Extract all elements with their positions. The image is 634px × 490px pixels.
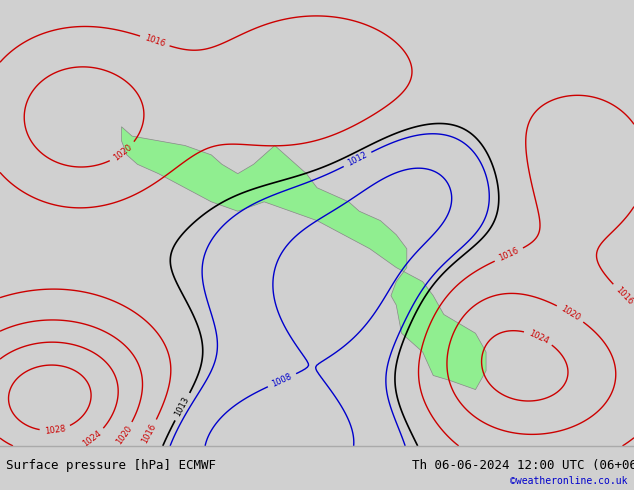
Polygon shape [122, 127, 486, 390]
Text: 1016: 1016 [498, 246, 521, 263]
Text: 1020: 1020 [112, 143, 134, 163]
Text: Surface pressure [hPa] ECMWF: Surface pressure [hPa] ECMWF [6, 459, 216, 472]
Text: 1013: 1013 [174, 395, 191, 418]
Text: 1024: 1024 [527, 328, 550, 345]
Text: 1008: 1008 [271, 372, 294, 389]
Text: 1016: 1016 [140, 422, 158, 445]
Text: 1020: 1020 [559, 304, 581, 323]
Text: 1016: 1016 [143, 33, 166, 49]
Text: 1024: 1024 [81, 429, 103, 449]
Text: 1016: 1016 [614, 285, 634, 306]
Text: 1020: 1020 [114, 424, 134, 446]
Text: 1028: 1028 [44, 424, 66, 436]
Text: Th 06-06-2024 12:00 UTC (06+06): Th 06-06-2024 12:00 UTC (06+06) [412, 459, 634, 472]
Text: 1012: 1012 [346, 150, 369, 168]
Text: ©weatheronline.co.uk: ©weatheronline.co.uk [510, 476, 628, 486]
